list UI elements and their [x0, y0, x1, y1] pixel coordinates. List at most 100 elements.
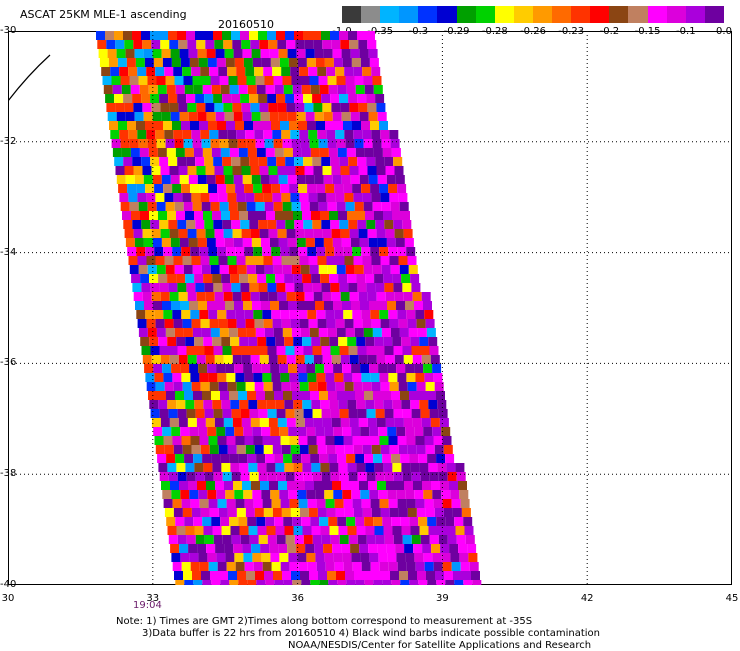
swath-cell: [212, 337, 222, 346]
swath-cell: [294, 157, 304, 166]
swath-cell: [381, 139, 391, 148]
swath-cell: [180, 553, 190, 562]
swath-cell: [154, 247, 164, 256]
swath-cell: [223, 40, 233, 49]
swath-cell: [271, 184, 281, 193]
swath-cell: [317, 193, 327, 202]
swath-cell: [105, 94, 115, 103]
swath-cell: [143, 238, 153, 247]
swath-cell: [225, 553, 235, 562]
swath-cell: [385, 166, 395, 175]
swath-cell: [423, 427, 433, 436]
swath-cell: [318, 202, 328, 211]
swath-cell: [233, 49, 243, 58]
swath-cell: [261, 364, 271, 373]
swath-cell: [344, 382, 354, 391]
swath-cell: [406, 373, 416, 382]
swath-cell: [424, 310, 434, 319]
swath-cell: [420, 409, 430, 418]
swath-cell: [368, 112, 378, 121]
swath-cell: [345, 139, 355, 148]
swath-cell: [243, 58, 253, 67]
swath-cell: [219, 139, 229, 148]
swath-cell: [169, 166, 179, 175]
swath-cell: [231, 157, 241, 166]
swath-cell: [374, 463, 384, 472]
swath-cell: [172, 247, 182, 256]
swath-cell: [390, 265, 400, 274]
swath-cell: [353, 508, 363, 517]
swath-cell: [323, 49, 333, 58]
swath-cell: [142, 229, 152, 238]
swath-cell: [150, 220, 160, 229]
swath-cell: [312, 472, 322, 481]
swath-cell: [344, 193, 354, 202]
swath-cell: [276, 220, 286, 229]
swath-cell: [339, 472, 349, 481]
swath-cell: [217, 121, 226, 130]
swath-cell: [210, 571, 219, 580]
swath-cell: [158, 274, 168, 283]
swath-cell: [205, 229, 215, 238]
swath-cell: [441, 427, 451, 436]
swath-cell: [267, 157, 277, 166]
swath-cell: [160, 166, 170, 175]
swath-cell: [373, 391, 382, 400]
swath-cell: [456, 535, 466, 544]
swath-cell: [279, 427, 289, 436]
swath-cell: [182, 508, 192, 517]
swath-cell: [324, 490, 334, 499]
swath-cell: [164, 382, 174, 391]
swath-cell: [357, 346, 367, 355]
swath-cell: [326, 67, 336, 76]
swath-cell: [274, 580, 284, 585]
swath-cell: [257, 526, 267, 535]
swath-cell: [240, 94, 250, 103]
swath-cell: [284, 274, 294, 283]
swath-cell: [331, 40, 341, 49]
swath-cell: [138, 202, 148, 211]
swath-cell: [330, 283, 340, 292]
swath-cell: [116, 112, 126, 121]
swath-cell: [242, 544, 252, 553]
swath-cell: [281, 67, 291, 76]
swath-cell: [358, 40, 368, 49]
swath-cell: [365, 400, 375, 409]
swath-cell: [210, 265, 220, 274]
swath-cell: [142, 103, 152, 112]
swath-cell: [145, 184, 155, 193]
swath-cell: [432, 364, 442, 373]
swath-cell: [121, 148, 131, 157]
swath-cell: [411, 472, 421, 481]
swath-cell: [370, 373, 380, 382]
swath-cell: [202, 391, 211, 400]
x-tick-label: 45: [725, 593, 739, 604]
swath-cell: [453, 571, 462, 580]
swath-cell: [218, 445, 228, 454]
swath-cell: [232, 103, 242, 112]
swath-cell: [279, 553, 289, 562]
swath-cell: [413, 544, 423, 553]
swath-cell: [233, 481, 242, 490]
swath-cell: [170, 481, 179, 490]
swath-cell: [223, 355, 233, 364]
swath-cell: [256, 391, 265, 400]
swath-cell: [181, 121, 190, 130]
swath-cell: [392, 463, 402, 472]
swath-cell: [244, 436, 254, 445]
swath-cell: [123, 220, 133, 229]
swath-cell: [362, 130, 372, 139]
swath-cell: [313, 40, 323, 49]
swath-cell: [202, 85, 212, 94]
swath-cell: [228, 571, 237, 580]
swath-cell: [246, 265, 256, 274]
swath-cell: [342, 553, 352, 562]
swath-cell: [107, 112, 117, 121]
swath-cell: [249, 535, 259, 544]
swath-cell: [212, 400, 222, 409]
swath-cell: [267, 409, 277, 418]
swath-cell: [158, 337, 168, 346]
swath-cell: [344, 130, 354, 139]
swath-cell: [426, 571, 435, 580]
swath-cell: [389, 256, 399, 265]
